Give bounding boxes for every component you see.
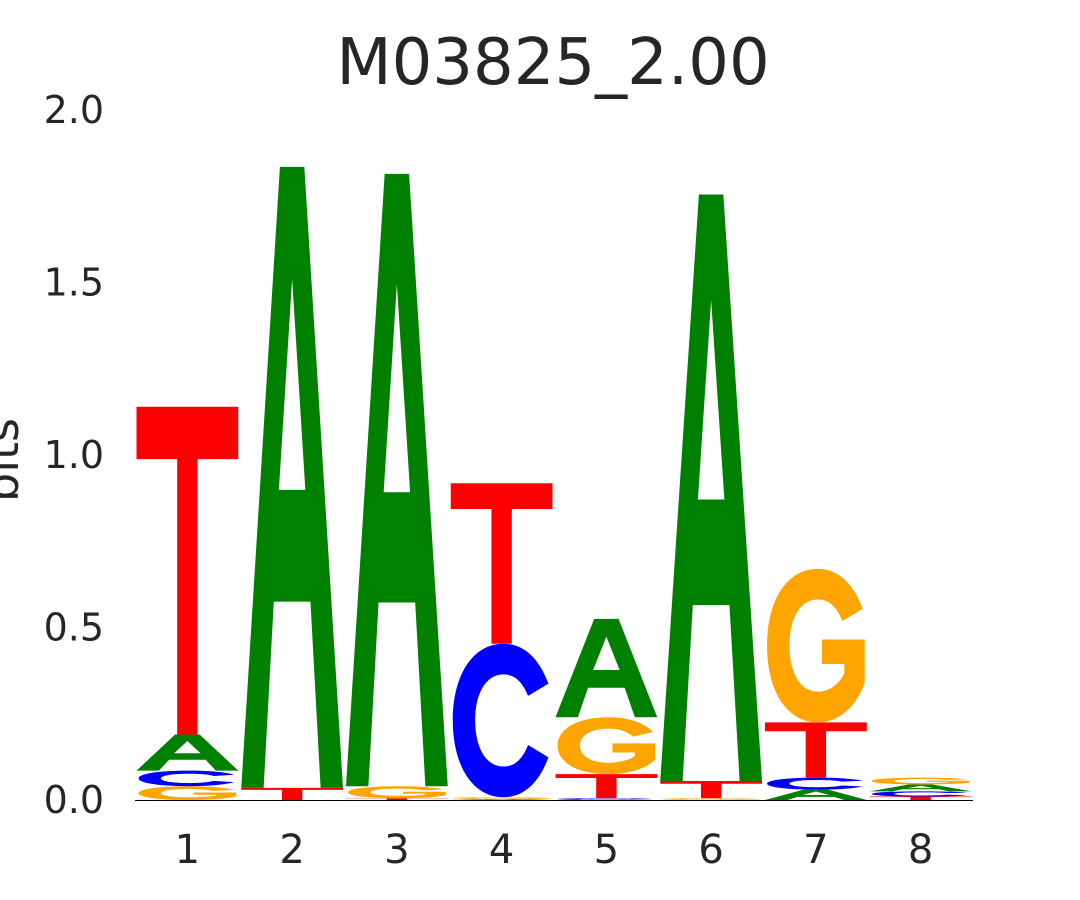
logo-letter-G <box>767 568 865 723</box>
logo-letter-T <box>555 774 658 799</box>
logo-column-3 <box>346 173 448 800</box>
y-tick-label: 0.5 <box>44 606 104 650</box>
logo-column-4 <box>450 483 553 800</box>
logo-letter-T <box>660 781 762 799</box>
logo-letter-A <box>346 173 448 787</box>
x-tick-label: 5 <box>594 827 619 873</box>
x-tick-label: 7 <box>803 827 828 873</box>
y-axis-label: bits <box>0 418 29 502</box>
y-tick-label: 1.5 <box>44 261 104 305</box>
logo-letter-G <box>138 786 237 800</box>
x-tick-label: 3 <box>384 827 409 873</box>
logo-letter-A <box>660 194 762 782</box>
logo-letter-A <box>869 784 972 792</box>
logo-column-5 <box>555 618 658 800</box>
logo-letter-G <box>557 717 656 775</box>
logo-column-1 <box>136 406 239 800</box>
logo-letter-C <box>767 777 863 790</box>
logo-letter-G <box>662 798 760 800</box>
y-tick-label: 0.0 <box>44 778 104 822</box>
logo-letter-A <box>555 618 658 718</box>
x-tick-label: 6 <box>698 827 723 873</box>
x-tick-label: 1 <box>175 827 200 873</box>
logo-letter-G <box>452 797 551 799</box>
x-tick-label: 8 <box>908 827 933 873</box>
logo-letter-A <box>765 789 867 800</box>
logo-letter-C <box>871 791 968 797</box>
logo-letter-T <box>346 798 448 800</box>
logo-letter-T <box>765 722 867 778</box>
logo-letter-C <box>138 770 235 787</box>
x-tick-label: 4 <box>489 827 514 873</box>
logo-letter-C <box>452 643 549 798</box>
logo-column-7 <box>765 568 867 800</box>
logo-letter-T <box>869 796 972 800</box>
y-axis-ticks: 0.0 0.5 1.0 1.5 2.0 <box>44 88 104 822</box>
y-tick-label: 2.0 <box>44 88 104 132</box>
logo-letter-G <box>348 786 446 799</box>
logo-letter-T <box>241 787 343 800</box>
x-tick-label: 2 <box>279 827 304 873</box>
logo-letter-T <box>450 483 553 644</box>
logo-column-6 <box>660 194 762 800</box>
logo-letter-C <box>557 798 654 800</box>
x-axis-ticks: 1 2 3 4 5 6 7 8 <box>175 827 934 873</box>
logo-letter-A <box>241 166 343 788</box>
logo-columns <box>136 166 972 800</box>
chart-title: M03825_2.00 <box>336 26 769 100</box>
logo-letter-A <box>450 798 553 800</box>
logo-letter-A <box>136 734 239 771</box>
logo-letter-T <box>136 406 239 735</box>
logo-letter-G <box>871 777 970 785</box>
logo-column-8 <box>869 777 972 800</box>
y-tick-label: 1.0 <box>44 433 104 477</box>
logo-column-2 <box>241 166 343 800</box>
